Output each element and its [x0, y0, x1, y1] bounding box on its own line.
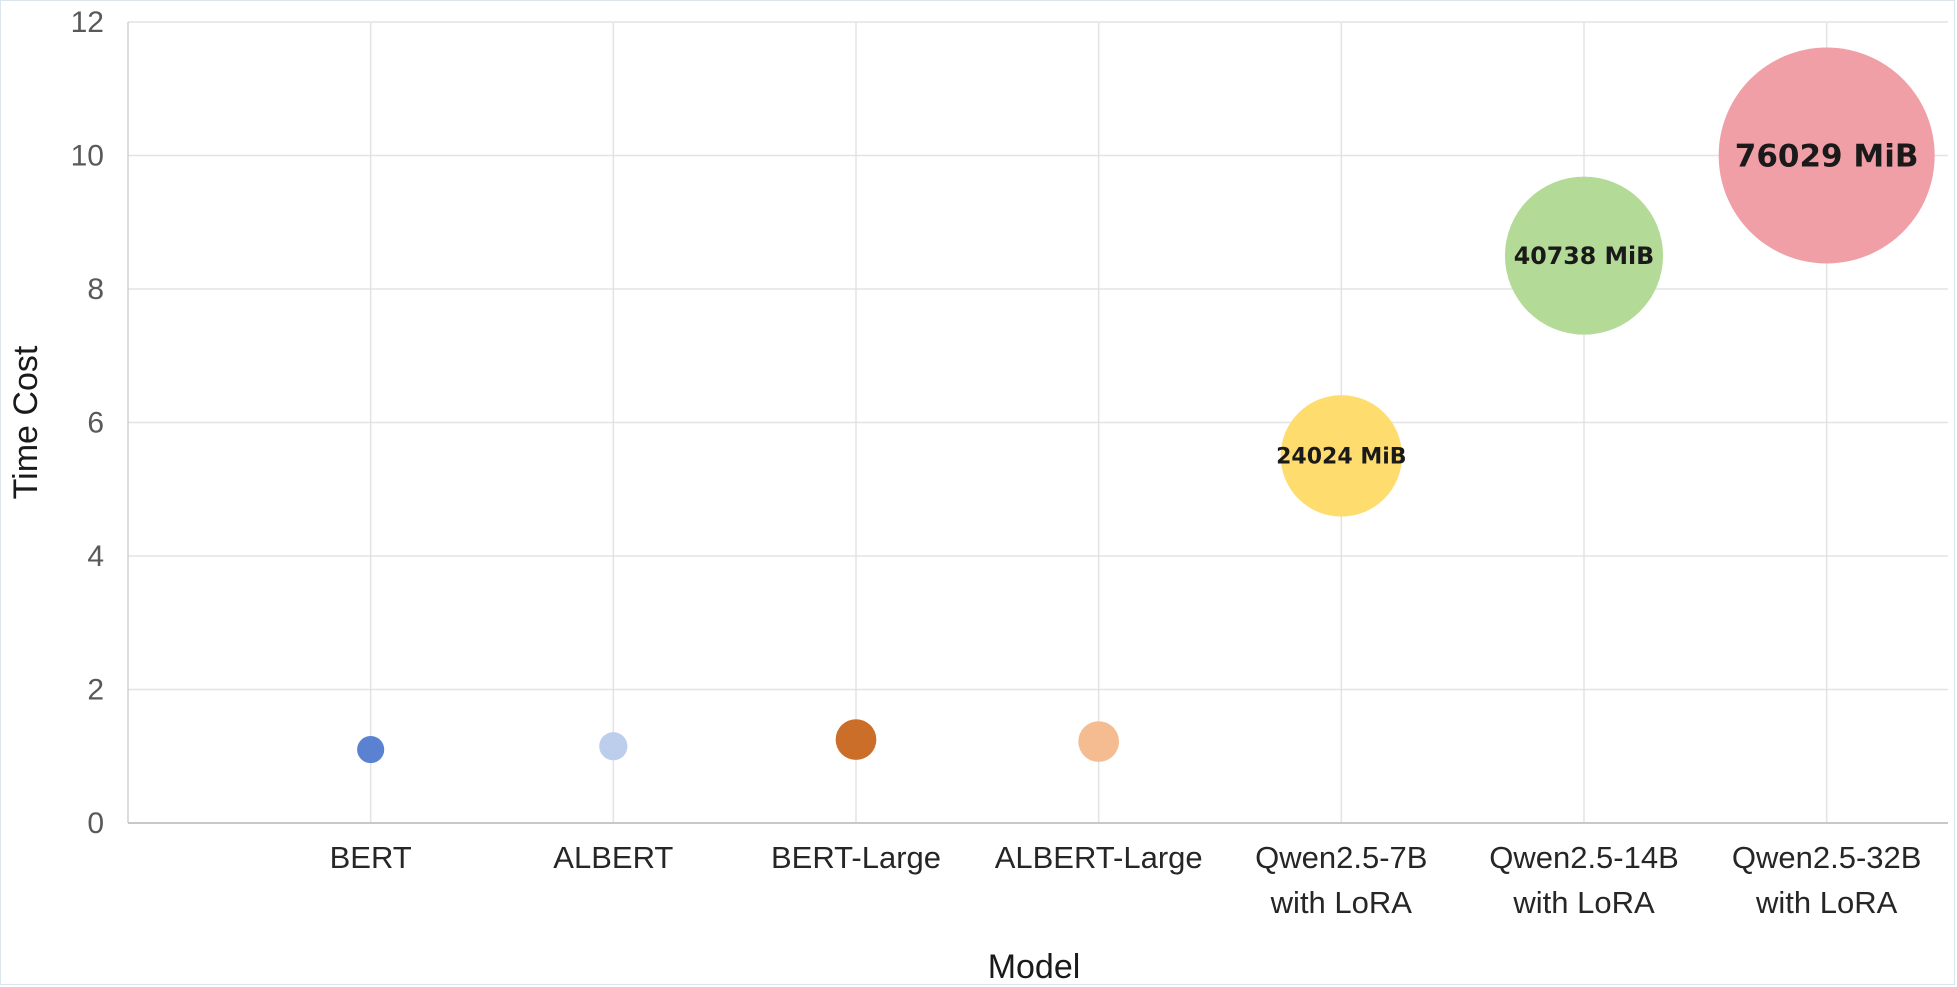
y-tick-label: 12 [71, 6, 104, 39]
x-category-label: ALBERT-Large [995, 840, 1203, 875]
x-category-label: BERT-Large [771, 840, 941, 875]
y-tick-label: 8 [87, 273, 104, 306]
y-tick-label: 0 [87, 807, 104, 840]
bubble-albert-large [1078, 721, 1120, 762]
bubble-data-label: 76029 MiB [1735, 138, 1919, 174]
bubble-qwen2-5-32b-with-lora [1718, 47, 1935, 264]
bubble-qwen2-5-14b-with-lora [1504, 176, 1664, 335]
bubble-data-label: 24024 MiB [1276, 445, 1406, 470]
bubble-data-label: 40738 MiB [1514, 242, 1655, 270]
bubble-albert [599, 732, 628, 761]
x-category-label: Qwen2.5-7B [1255, 840, 1427, 875]
x-category-label: Qwen2.5-14B [1489, 840, 1679, 875]
x-category-label: ALBERT [553, 840, 673, 875]
y-tick-label: 2 [87, 674, 104, 707]
bubble-bert [357, 736, 385, 764]
bubble-bert-large [835, 719, 877, 760]
y-tick-label: 10 [71, 140, 104, 173]
y-tick-label: 4 [87, 540, 104, 573]
y-tick-label: 6 [87, 407, 104, 440]
x-category-label: Qwen2.5-32B [1732, 840, 1922, 875]
x-category-label: with LoRA [1755, 885, 1898, 920]
bubble-qwen2-5-7b-with-lora [1280, 395, 1403, 517]
x-category-label: with LoRA [1512, 885, 1655, 920]
y-axis-title: Time Cost [7, 345, 45, 499]
x-axis-title: Model [988, 948, 1081, 986]
x-category-label: with LoRA [1270, 885, 1413, 920]
x-category-label: BERT [330, 840, 412, 875]
